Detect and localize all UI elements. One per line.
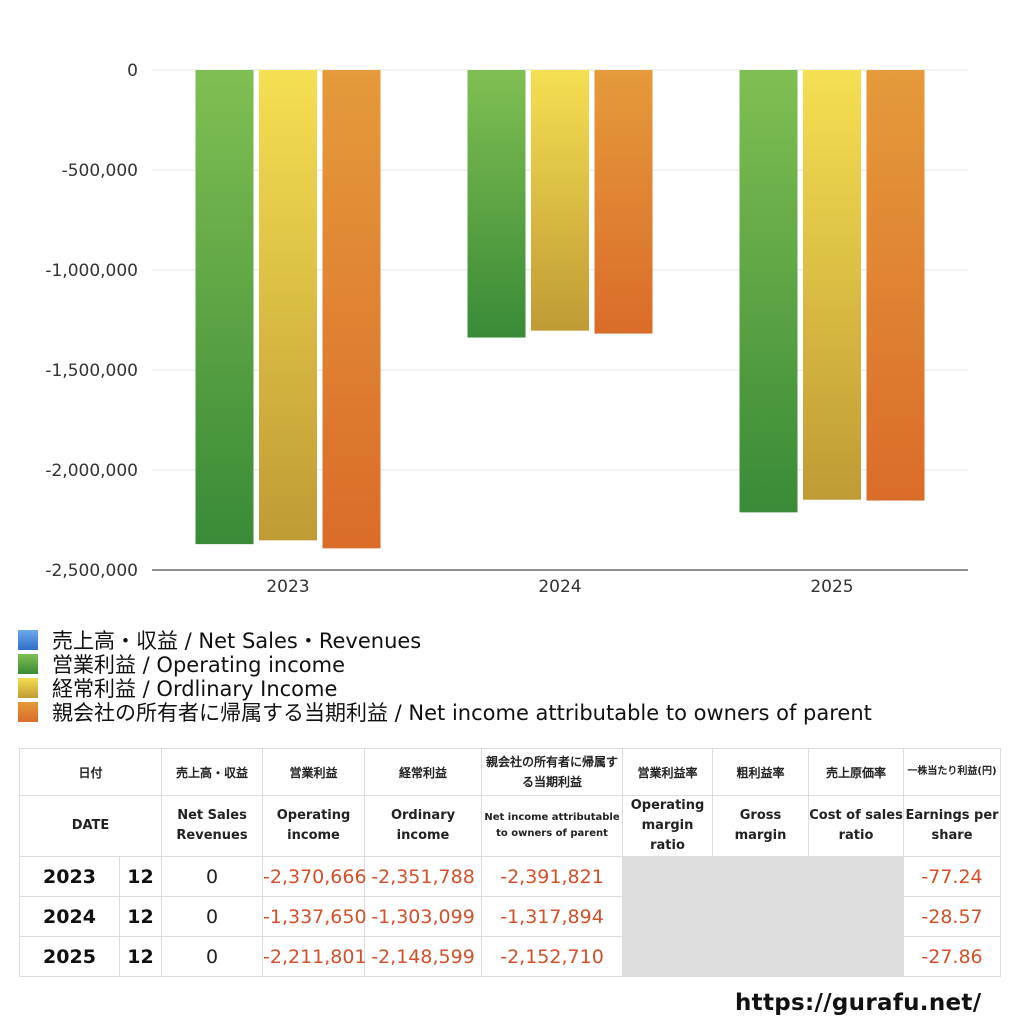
bar-series [195,70,925,549]
header-net-jp: 親会社の所有者に帰属する当期利益 [481,748,624,796]
cell-net: -2,391,821 [481,856,624,897]
cell-sales: 0 [161,856,264,897]
x-tick-label: 2025 [810,577,853,597]
cell-year: 2024 [19,896,120,937]
header-row-en: DATE Net Sales Revenues Operating income… [18,795,1002,857]
legend-swatch-ordinary [18,678,38,698]
cell-eps: -28.57 [903,896,1002,937]
header-op-margin-en: Operating margin ratio [622,795,714,857]
bar-net-income [594,70,653,334]
header-operating-jp: 営業利益 [262,748,366,796]
table-row: 2024 12 0 -1,337,650 -1,303,099 -1,317,8… [19,896,1002,937]
cell-year: 2023 [19,856,120,897]
cell-operating: -1,337,650 [262,896,367,937]
legend-item-ordinary: 経常利益 / Ordlinary Income [18,676,872,701]
header-operating-en: Operating income [262,795,366,857]
cell-year: 2025 [19,936,120,977]
legend-label: 親会社の所有者に帰属する当期利益 / Net income attributab… [52,701,872,725]
bar-ordinary-income [803,70,861,500]
header-ordinary-jp: 経常利益 [364,748,483,796]
header-sales-jp: 売上高・収益 [161,748,264,796]
cell-eps: -77.24 [903,856,1002,897]
bar-ordinary-income [259,70,317,541]
cell-ordinary: -2,148,599 [364,936,483,977]
legend-swatch-sales [18,630,38,650]
bar-net-income [866,70,925,501]
y-tick-label: 0 [127,61,138,81]
cell-cost-ratio [808,936,905,977]
cell-op-margin [622,896,714,937]
legend-item-sales: 売上高・収益 / Net Sales・Revenues [18,628,872,653]
legend-label: 売上高・収益 / Net Sales・Revenues [52,629,422,653]
cell-op-margin [622,856,714,897]
chart-legend: 売上高・収益 / Net Sales・Revenues 営業利益 / Opera… [18,628,872,725]
cell-cost-ratio [808,856,905,897]
cell-month: 12 [118,856,163,897]
financial-table: 日付 売上高・収益 営業利益 経常利益 親会社の所有者に帰属する当期利益 営業利… [18,748,1002,977]
cell-gross-margin [712,896,810,937]
x-axis: 2023 2024 2025 [266,577,853,597]
cell-eps: -27.86 [903,936,1002,977]
cell-sales: 0 [161,936,264,977]
header-ordinary-en: Ordinary income [364,795,483,857]
cell-month: 12 [118,896,163,937]
header-cost-ratio-en: Cost of sales ratio [808,795,905,857]
y-tick-label: -1,000,000 [45,261,138,281]
cell-operating: -2,211,801 [262,936,367,977]
cell-ordinary: -2,351,788 [364,856,483,897]
legend-label: 経常利益 / Ordlinary Income [52,677,338,701]
header-gross-margin-en: Gross margin [712,795,810,857]
y-axis: 0 -500,000 -1,000,000 -1,500,000 -2,000,000 -… [45,61,138,581]
cell-sales: 0 [161,896,264,937]
cell-net: -2,152,710 [481,936,624,977]
y-tick-label: -2,500,000 [45,561,138,581]
legend-label: 営業利益 / Operating income [52,653,346,677]
header-row-jp: 日付 売上高・収益 営業利益 経常利益 親会社の所有者に帰属する当期利益 営業利… [18,748,1002,796]
legend-swatch-operating [18,654,38,674]
header-eps-jp: 一株当たり利益(円) [903,748,1002,796]
cell-ordinary: -1,303,099 [364,896,483,937]
header-date-jp: 日付 [18,748,163,796]
header-cost-ratio-jp: 売上原価率 [808,748,905,796]
bar-chart: 0 -500,000 -1,000,000 -1,500,000 -2,000,000 -… [45,61,968,597]
bar-ordinary-income [531,70,589,331]
cell-month: 12 [118,936,163,977]
cell-cost-ratio [808,896,905,937]
legend-item-net: 親会社の所有者に帰属する当期利益 / Net income attributab… [18,700,872,725]
bar-operating-income [467,70,526,338]
legend-item-operating: 営業利益 / Operating income [18,652,872,677]
header-date-en: DATE [18,795,163,857]
bar-net-income [322,70,381,549]
site-url: https://gurafu.net/ [735,990,982,1016]
bar-operating-income [739,70,798,513]
table-row: 2025 12 0 -2,211,801 -2,148,599 -2,152,7… [19,936,1002,977]
header-gross-margin-jp: 粗利益率 [712,748,810,796]
legend-swatch-net [18,702,38,722]
y-tick-label: -500,000 [62,161,138,181]
header-eps-en: Earnings per share [903,795,1002,857]
cell-operating: -2,370,666 [262,856,367,897]
header-sales-en: Net Sales Revenues [161,795,264,857]
cell-gross-margin [712,856,810,897]
header-op-margin-jp: 営業利益率 [622,748,714,796]
cell-gross-margin [712,936,810,977]
y-tick-label: -1,500,000 [45,361,138,381]
cell-net: -1,317,894 [481,896,624,937]
x-tick-label: 2023 [266,577,309,597]
y-tick-label: -2,000,000 [45,461,138,481]
table-row: 2023 12 0 -2,370,666 -2,351,788 -2,391,8… [19,856,1002,897]
header-net-en: Net income attributable to owners of par… [481,795,624,857]
cell-op-margin [622,936,714,977]
x-tick-label: 2024 [538,577,581,597]
bar-operating-income [195,70,254,545]
